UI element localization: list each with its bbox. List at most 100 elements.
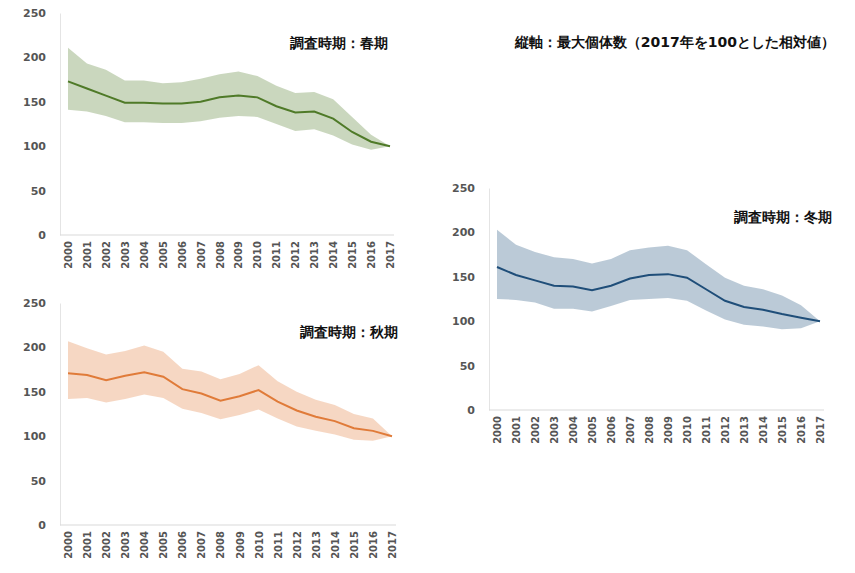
y-tick: 150 xyxy=(452,271,489,284)
x-tick-label: 2008 xyxy=(644,416,655,444)
x-tick-label: 2011 xyxy=(701,416,712,444)
y-tick-label: 150 xyxy=(23,386,46,399)
x-tick: 2007 xyxy=(196,235,207,269)
x-tick: 2011 xyxy=(271,235,282,269)
y-axis-line xyxy=(60,304,61,526)
x-tick: 2002 xyxy=(101,525,112,559)
y-tick: 0 xyxy=(467,404,489,417)
x-tick-label: 2003 xyxy=(120,531,131,559)
x-tick-label: 2008 xyxy=(215,241,226,269)
x-tick-label: 2014 xyxy=(328,241,339,269)
x-tick: 2003 xyxy=(120,235,131,269)
x-tick-label: 2007 xyxy=(196,531,207,559)
y-tick-label: 250 xyxy=(452,182,475,195)
y-tick: 50 xyxy=(31,475,60,488)
x-tick-label: 2008 xyxy=(215,531,226,559)
x-tick: 2004 xyxy=(139,235,150,269)
plot-area xyxy=(497,230,820,329)
plot-area xyxy=(68,48,390,150)
x-tick-label: 2001 xyxy=(82,241,93,269)
x-tick-label: 2002 xyxy=(101,531,112,559)
x-tick: 2013 xyxy=(311,525,322,559)
y-tick: 200 xyxy=(23,51,60,64)
x-tick: 2009 xyxy=(235,525,246,559)
x-tick: 2001 xyxy=(82,525,93,559)
y-tick-label: 0 xyxy=(38,519,46,532)
x-tick-label: 2000 xyxy=(492,416,503,444)
x-tick-label: 2009 xyxy=(233,241,244,269)
range-band xyxy=(497,230,820,329)
header: 縦軸：最大個体数（2017年を100とした相対値） xyxy=(514,34,835,50)
x-tick: 2010 xyxy=(252,235,263,269)
y-tick: 100 xyxy=(23,140,60,153)
x-tick: 2012 xyxy=(290,235,301,269)
x-tick-label: 2002 xyxy=(530,416,541,444)
x-tick: 2004 xyxy=(568,410,579,444)
x-tick-label: 2005 xyxy=(158,241,169,269)
x-tick: 2011 xyxy=(701,410,712,444)
y-tick-label: 200 xyxy=(452,226,475,239)
x-tick: 2007 xyxy=(625,410,636,444)
chart-title: 調査時期：冬期 xyxy=(734,209,832,225)
y-tick-label: 250 xyxy=(23,7,46,20)
x-tick: 2006 xyxy=(606,410,617,444)
series-line xyxy=(68,372,392,436)
x-tick-label: 2016 xyxy=(796,416,807,444)
x-tick: 2006 xyxy=(177,235,188,269)
x-tick: 2010 xyxy=(254,525,265,559)
x-tick-label: 2007 xyxy=(196,241,207,269)
y-tick: 0 xyxy=(38,519,60,532)
x-tick-label: 2010 xyxy=(252,241,263,269)
y-tick-label: 0 xyxy=(38,229,46,242)
x-tick: 2014 xyxy=(758,410,769,444)
x-tick: 2005 xyxy=(587,410,598,444)
x-tick-label: 2003 xyxy=(549,416,560,444)
x-tick-label: 2009 xyxy=(663,416,674,444)
x-tick: 2003 xyxy=(549,410,560,444)
y-tick-label: 250 xyxy=(23,297,46,310)
x-tick: 2009 xyxy=(233,235,244,269)
x-tick: 2002 xyxy=(101,235,112,269)
x-tick-label: 2006 xyxy=(606,416,617,444)
x-tick: 2011 xyxy=(273,525,284,559)
y-tick-label: 50 xyxy=(460,360,476,373)
x-tick-label: 2011 xyxy=(273,531,284,559)
x-tick: 2000 xyxy=(63,235,74,269)
x-tick: 2010 xyxy=(682,410,693,444)
x-tick: 2017 xyxy=(815,410,826,444)
x-tick-label: 2010 xyxy=(254,531,265,559)
x-tick: 2013 xyxy=(739,410,750,444)
x-tick-label: 2015 xyxy=(349,531,360,559)
x-tick-label: 2004 xyxy=(139,241,150,269)
x-tick: 2015 xyxy=(777,410,788,444)
x-tick: 2009 xyxy=(663,410,674,444)
x-tick-label: 2007 xyxy=(625,416,636,444)
x-tick: 2017 xyxy=(385,235,396,269)
x-tick: 2015 xyxy=(347,235,358,269)
series-line xyxy=(68,81,390,146)
x-tick-label: 2013 xyxy=(311,531,322,559)
y-tick: 100 xyxy=(23,430,60,443)
x-tick: 2008 xyxy=(644,410,655,444)
x-tick: 2006 xyxy=(177,525,188,559)
y-tick-label: 150 xyxy=(452,271,475,284)
x-tick: 2016 xyxy=(368,525,379,559)
y-axis: 0 50 100 150 200 250 xyxy=(452,182,489,417)
y-tick: 0 xyxy=(38,229,60,242)
x-tick: 2008 xyxy=(215,525,226,559)
x-tick-label: 2017 xyxy=(815,416,826,444)
page: 縦軸：最大個体数（2017年を100とした相対値）050100150200250… xyxy=(0,0,855,573)
y-tick: 50 xyxy=(460,360,489,373)
x-tick: 2003 xyxy=(120,525,131,559)
x-axis: 2000 2001 2002 2003 2004 2005 2006 2007 2008 2009… xyxy=(60,235,396,269)
x-tick-label: 2017 xyxy=(385,241,396,269)
x-tick: 2002 xyxy=(530,410,541,444)
x-tick: 2005 xyxy=(158,525,169,559)
x-tick-label: 2010 xyxy=(682,416,693,444)
x-tick-label: 2012 xyxy=(292,531,303,559)
x-tick: 2001 xyxy=(511,410,522,444)
x-tick-label: 2015 xyxy=(347,241,358,269)
x-tick: 2014 xyxy=(328,235,339,269)
y-tick: 250 xyxy=(23,7,60,20)
y-tick: 100 xyxy=(452,315,489,328)
